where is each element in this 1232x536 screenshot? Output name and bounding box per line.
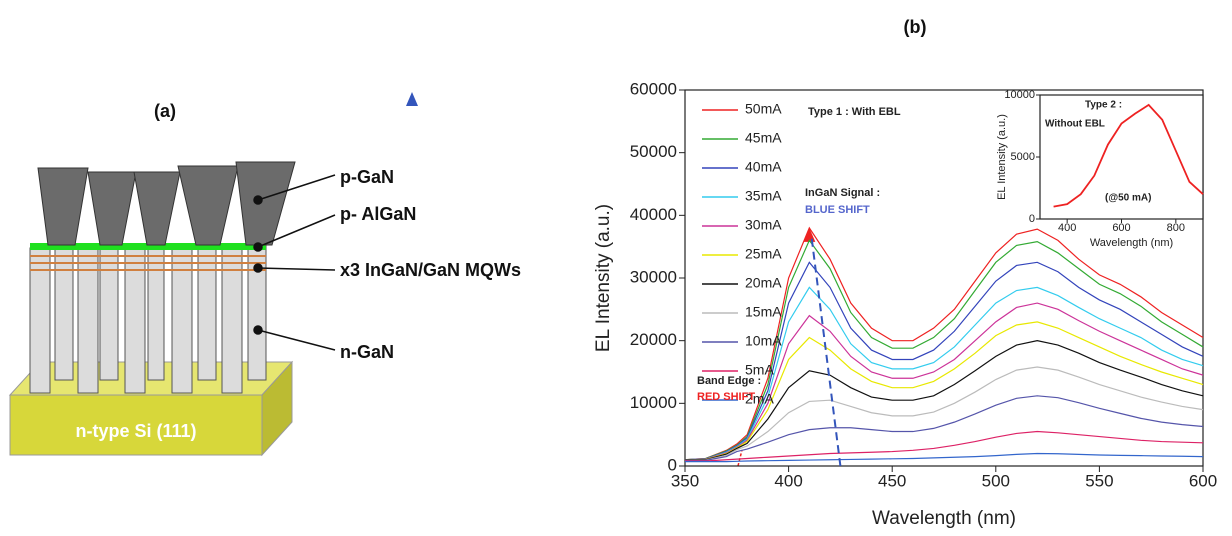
layer-label: p- AlGaN bbox=[340, 204, 416, 224]
cap bbox=[87, 171, 137, 246]
y-tick-label: 40000 bbox=[630, 205, 677, 224]
layer-label: x3 InGaN/GaN MQWs bbox=[340, 260, 521, 280]
arrow-head bbox=[803, 227, 816, 242]
leader-dot bbox=[253, 195, 263, 205]
x-axis-label: Wavelength (nm) bbox=[1090, 237, 1173, 249]
blue-shift-arrow bbox=[810, 235, 842, 467]
series-line bbox=[684, 286, 1204, 461]
pillar bbox=[54, 244, 74, 381]
y-tick-label: 5000 bbox=[1011, 151, 1035, 163]
y-tick-label: 10000 bbox=[630, 393, 677, 412]
x-tick-label: 400 bbox=[774, 471, 802, 490]
annotation: Without EBL bbox=[1045, 119, 1105, 130]
series-line bbox=[684, 226, 1204, 461]
pillar bbox=[147, 244, 165, 381]
x-tick-label: 450 bbox=[878, 471, 906, 490]
cap bbox=[177, 165, 239, 246]
y-tick-label: 30000 bbox=[630, 267, 677, 286]
legend-label: 45mA bbox=[745, 130, 782, 146]
x-axis-label: Wavelength (nm) bbox=[872, 508, 1016, 529]
x-tick-label: 400 bbox=[1058, 222, 1076, 234]
series-line bbox=[1053, 103, 1204, 208]
leader bbox=[257, 267, 336, 271]
leader bbox=[257, 214, 336, 248]
legend-label: 25mA bbox=[745, 246, 782, 262]
x-tick-label: 350 bbox=[671, 471, 699, 490]
legend-label: 40mA bbox=[745, 159, 782, 175]
series-line bbox=[685, 340, 1204, 461]
annotation: RED SHIFT bbox=[697, 391, 755, 403]
annotation: Type 2 : bbox=[1085, 100, 1122, 111]
annotation: Type 1 : With EBL bbox=[808, 106, 901, 118]
annotation: BLUE SHIFT bbox=[805, 204, 870, 216]
cap bbox=[235, 161, 296, 246]
legend-label: 50mA bbox=[745, 101, 782, 117]
x-tick-label: 600 bbox=[1189, 471, 1217, 490]
cap bbox=[133, 171, 181, 246]
leader bbox=[257, 174, 336, 201]
panel-label: (a) bbox=[154, 101, 176, 121]
layer-label: p-GaN bbox=[340, 167, 394, 187]
annotation: InGaN Signal : bbox=[805, 187, 880, 199]
y-axis-label: EL Intensity (a.u.) bbox=[593, 204, 614, 352]
substrate-front bbox=[9, 394, 263, 456]
x-tick-label: 550 bbox=[1085, 471, 1113, 490]
series-line bbox=[684, 321, 1204, 461]
leader bbox=[257, 329, 336, 351]
series-line bbox=[685, 430, 1204, 462]
series-line bbox=[684, 366, 1204, 461]
y-tick-label: 60000 bbox=[630, 79, 677, 98]
legend-label: 30mA bbox=[745, 217, 782, 233]
red-shift-arrow bbox=[737, 449, 743, 467]
leader-dot bbox=[253, 242, 263, 252]
arrow-head bbox=[406, 92, 418, 106]
x-tick-label: 800 bbox=[1167, 222, 1185, 234]
cap bbox=[37, 167, 89, 246]
legend-label: 10mA bbox=[745, 333, 782, 349]
legend-label: 2mA bbox=[745, 391, 774, 407]
legend-label: 20mA bbox=[745, 275, 782, 291]
y-axis-label: EL Intensity (a.u.) bbox=[996, 114, 1008, 200]
x-tick-label: 500 bbox=[982, 471, 1010, 490]
leader-dot bbox=[253, 263, 263, 273]
legend-label: 15mA bbox=[745, 304, 782, 320]
substrate-label: n-type Si (111) bbox=[75, 421, 196, 441]
series-line bbox=[684, 261, 1204, 461]
series-line bbox=[684, 239, 1204, 461]
inset-background bbox=[1040, 95, 1203, 219]
series-line bbox=[685, 395, 1204, 461]
series-line bbox=[684, 302, 1204, 461]
legend-label: 5mA bbox=[745, 362, 774, 378]
layer-label: n-GaN bbox=[340, 342, 394, 362]
series-line bbox=[685, 452, 1204, 463]
y-tick-label: 0 bbox=[1029, 213, 1035, 225]
legend-label: 35mA bbox=[745, 188, 782, 204]
panel-label: (b) bbox=[904, 17, 927, 37]
x-tick-label: 600 bbox=[1112, 222, 1130, 234]
annotation: Band Edge : bbox=[697, 375, 761, 387]
annotation: (@50 mA) bbox=[1105, 193, 1151, 204]
pillar bbox=[197, 244, 217, 381]
algan-layer bbox=[30, 243, 266, 250]
y-tick-label: 10000 bbox=[1004, 89, 1035, 101]
leader-dot bbox=[253, 325, 263, 335]
y-tick-label: 20000 bbox=[630, 330, 677, 349]
nanowire-diagram: p-GaN p- AlGaN x3 InGaN/GaN MQWs n-GaN n… bbox=[8, 161, 521, 457]
pillar bbox=[99, 244, 119, 381]
y-tick-label: 0 bbox=[668, 455, 677, 474]
y-tick-label: 50000 bbox=[630, 142, 677, 161]
